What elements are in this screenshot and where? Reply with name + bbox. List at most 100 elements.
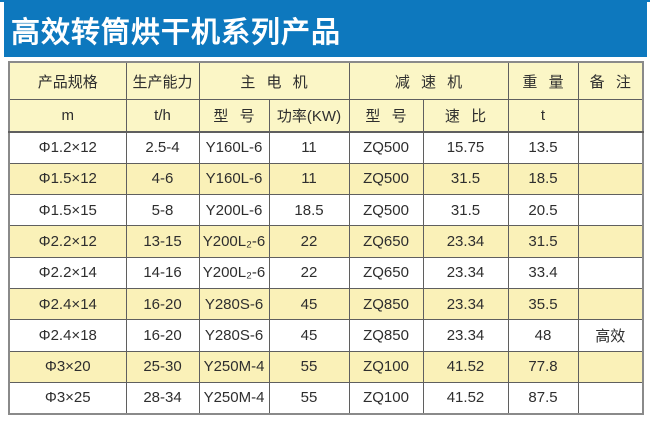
header-cell: 型 号 — [198, 99, 270, 133]
table-cell — [577, 131, 644, 164]
page-title: 高效转筒烘干机系列产品 — [11, 16, 342, 49]
table-cell: Y280S-6 — [198, 319, 270, 352]
table-cell: Φ1.5×15 — [8, 194, 127, 227]
table-cell: 14-16 — [125, 256, 200, 289]
table-cell: 13.5 — [507, 131, 579, 164]
table-cell: ZQ850 — [348, 319, 424, 352]
table-cell: Y250M-4 — [198, 350, 270, 383]
table-row: Φ2.4×14 16-20 Y280S-6 45 ZQ850 23.34 35.5 — [8, 287, 644, 321]
table-cell: Y200L-6 — [198, 194, 270, 227]
header-cell: 型 号 — [348, 99, 424, 133]
table-cell: 55 — [268, 381, 350, 415]
table-cell: Φ2.4×18 — [8, 319, 127, 352]
table-cell: 28-34 — [125, 381, 200, 415]
header-cell: t/h — [125, 99, 200, 133]
table-cell: ZQ650 — [348, 256, 424, 289]
table-cell: 5-8 — [125, 194, 200, 227]
table-cell: Y160L-6 — [198, 131, 270, 164]
table-body: Φ1.2×12 2.5-4 Y160L-6 11 ZQ500 15.75 13.5 Φ1.5×… — [8, 131, 644, 415]
table-cell: 11 — [268, 131, 350, 164]
table-cell: 22 — [268, 256, 350, 289]
table-cell: Y160L-6 — [198, 162, 270, 196]
table-cell: 41.52 — [422, 350, 509, 383]
header-cell: 减 速 机 — [348, 61, 509, 100]
table-cell: 15.75 — [422, 131, 509, 164]
table-row: Φ1.5×12 4-6 Y160L-6 11 ZQ500 31.5 18.5 — [8, 162, 644, 196]
table-cell: ZQ100 — [348, 381, 424, 415]
table-cell: 18.5 — [507, 162, 579, 196]
table-cell: 31.5 — [422, 162, 509, 196]
table-row: Φ3×25 28-34 Y250M-4 55 ZQ100 41.52 87.5 — [8, 381, 644, 415]
header-cell: 产品规格 — [8, 61, 127, 100]
table-row: Φ2.2×14 14-16 Y200L₂-6 22 ZQ650 23.34 33.4 — [8, 256, 644, 289]
table-cell — [577, 162, 644, 196]
table-cell: Φ3×20 — [8, 350, 127, 383]
table-cell: 16-20 — [125, 287, 200, 321]
table-cell: Φ1.5×12 — [8, 162, 127, 196]
table-cell — [577, 381, 644, 415]
table-header: 产品规格 生产能力主 电 机减 速 机重 量备 注 m t/h 型 号功率(KW) 型 号… — [8, 61, 644, 133]
table-cell: 23.34 — [422, 225, 509, 258]
table-row: Φ2.2×12 13-15 Y200L₂-6 22 ZQ650 23.34 31.5 — [8, 225, 644, 258]
table-cell: ZQ650 — [348, 225, 424, 258]
table-cell: 55 — [268, 350, 350, 383]
table-cell: Y280S-6 — [198, 287, 270, 321]
product-spec-table: 产品规格 生产能力主 电 机减 速 机重 量备 注 m t/h 型 号功率(KW) 型 号… — [8, 61, 644, 415]
table-cell — [577, 350, 644, 383]
table-cell: 2.5-4 — [125, 131, 200, 164]
table-cell: 23.34 — [422, 287, 509, 321]
table-cell: 13-15 — [125, 225, 200, 258]
header-cell: 功率(KW) — [268, 99, 350, 133]
table-cell: 31.5 — [422, 194, 509, 227]
table-cell: ZQ500 — [348, 131, 424, 164]
table-cell: 25-30 — [125, 350, 200, 383]
header-cell: t — [507, 99, 579, 133]
table-cell: 20.5 — [507, 194, 579, 227]
table-cell — [577, 256, 644, 289]
table-row: Φ1.5×15 5-8 Y200L-6 18.5 ZQ500 31.5 20.5 — [8, 194, 644, 227]
header-cell: 速 比 — [422, 99, 509, 133]
table-cell: Φ2.4×14 — [8, 287, 127, 321]
table-cell: Y200L₂-6 — [198, 256, 270, 289]
top-accent-line — [0, 0, 650, 2]
header-cell — [577, 99, 644, 133]
table-cell — [577, 287, 644, 321]
header-cell: 生产能力 — [125, 61, 200, 100]
header-cell: 主 电 机 — [198, 61, 350, 100]
table-cell: ZQ100 — [348, 350, 424, 383]
table-cell: 35.5 — [507, 287, 579, 321]
title-bar: 高效转筒烘干机系列产品 — [4, 2, 647, 57]
table-cell: Φ3×25 — [8, 381, 127, 415]
table-row: Φ1.2×12 2.5-4 Y160L-6 11 ZQ500 15.75 13.5 — [8, 131, 644, 164]
table-cell: Φ2.2×14 — [8, 256, 127, 289]
table-cell: 87.5 — [507, 381, 579, 415]
table-cell — [577, 194, 644, 227]
table-cell: 4-6 — [125, 162, 200, 196]
table-cell: 高效 — [577, 319, 644, 352]
header-cell: 备 注 — [577, 61, 644, 100]
table-cell: ZQ850 — [348, 287, 424, 321]
table-cell — [577, 225, 644, 258]
table-cell: Y250M-4 — [198, 381, 270, 415]
table-cell: 16-20 — [125, 319, 200, 352]
table-cell: 77.8 — [507, 350, 579, 383]
table-cell: 33.4 — [507, 256, 579, 289]
table-cell: ZQ500 — [348, 162, 424, 196]
table-cell: ZQ500 — [348, 194, 424, 227]
table-cell: 31.5 — [507, 225, 579, 258]
table-cell: Φ1.2×12 — [8, 131, 127, 164]
table-cell: 45 — [268, 287, 350, 321]
table-cell: 18.5 — [268, 194, 350, 227]
table-cell: 22 — [268, 225, 350, 258]
table-cell: Y200L₂-6 — [198, 225, 270, 258]
table-cell: Φ2.2×12 — [8, 225, 127, 258]
table-cell: 45 — [268, 319, 350, 352]
header-cell: m — [8, 99, 127, 133]
table-cell: 48 — [507, 319, 579, 352]
table-cell: 23.34 — [422, 319, 509, 352]
table-row: Φ2.4×18 16-20 Y280S-6 45 ZQ850 23.34 48 高效 — [8, 319, 644, 352]
header-cell: 重 量 — [507, 61, 579, 100]
table-cell: 23.34 — [422, 256, 509, 289]
